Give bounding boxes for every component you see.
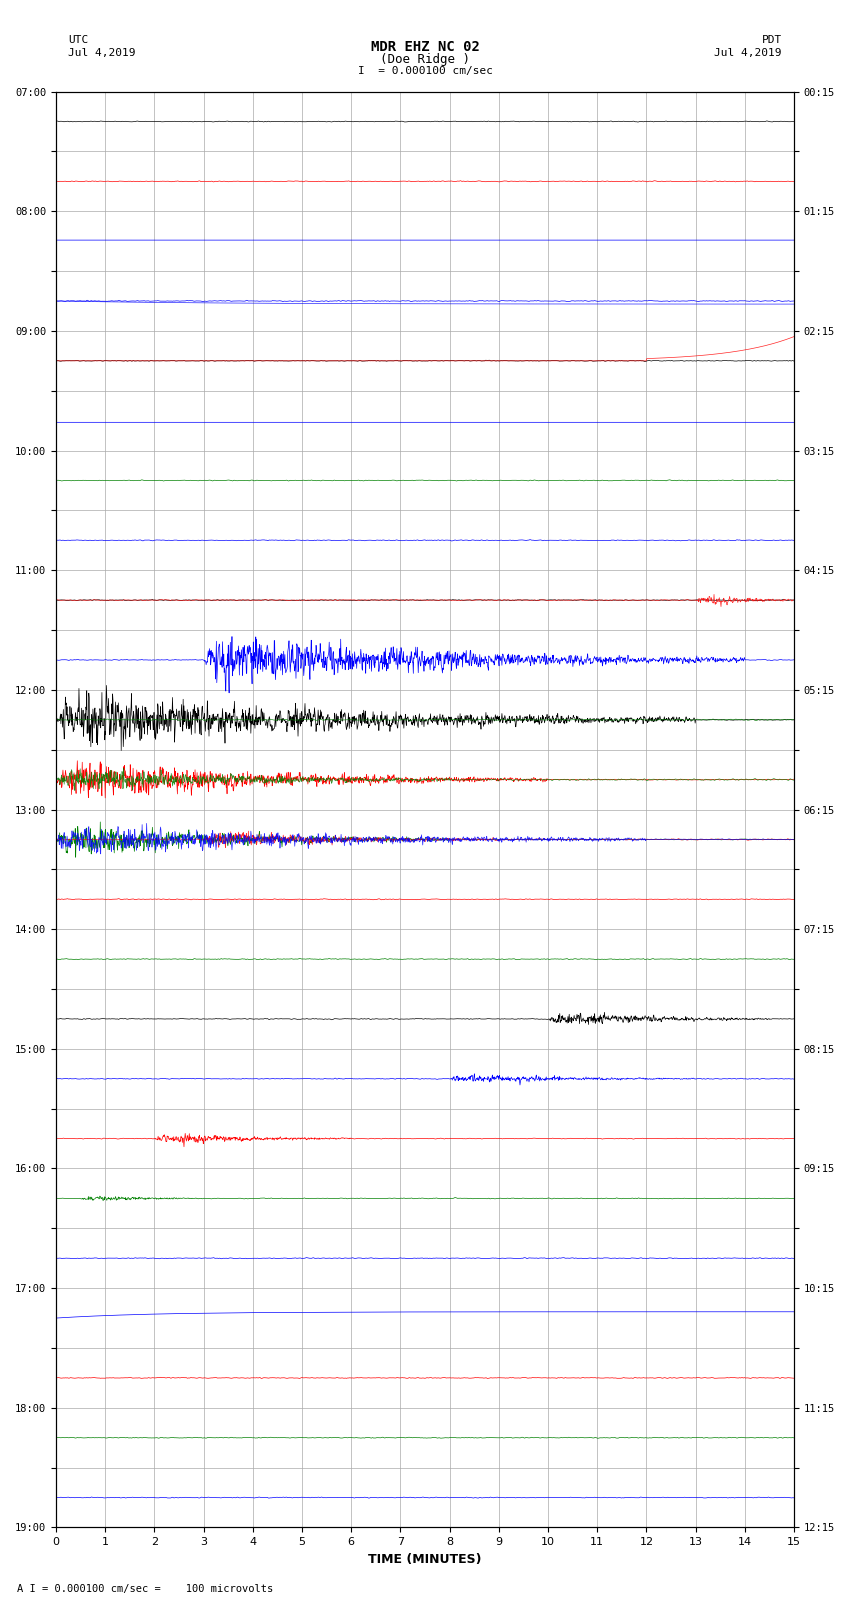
Text: I  = 0.000100 cm/sec: I = 0.000100 cm/sec xyxy=(358,66,492,76)
Text: PDT: PDT xyxy=(762,35,782,45)
X-axis label: TIME (MINUTES): TIME (MINUTES) xyxy=(368,1553,482,1566)
Text: MDR EHZ NC 02: MDR EHZ NC 02 xyxy=(371,40,479,55)
Text: Jul 4,2019: Jul 4,2019 xyxy=(68,48,135,58)
Text: Jul 4,2019: Jul 4,2019 xyxy=(715,48,782,58)
Text: A I = 0.000100 cm/sec =    100 microvolts: A I = 0.000100 cm/sec = 100 microvolts xyxy=(17,1584,273,1594)
Text: UTC: UTC xyxy=(68,35,88,45)
Text: (Doe Ridge ): (Doe Ridge ) xyxy=(380,53,470,66)
